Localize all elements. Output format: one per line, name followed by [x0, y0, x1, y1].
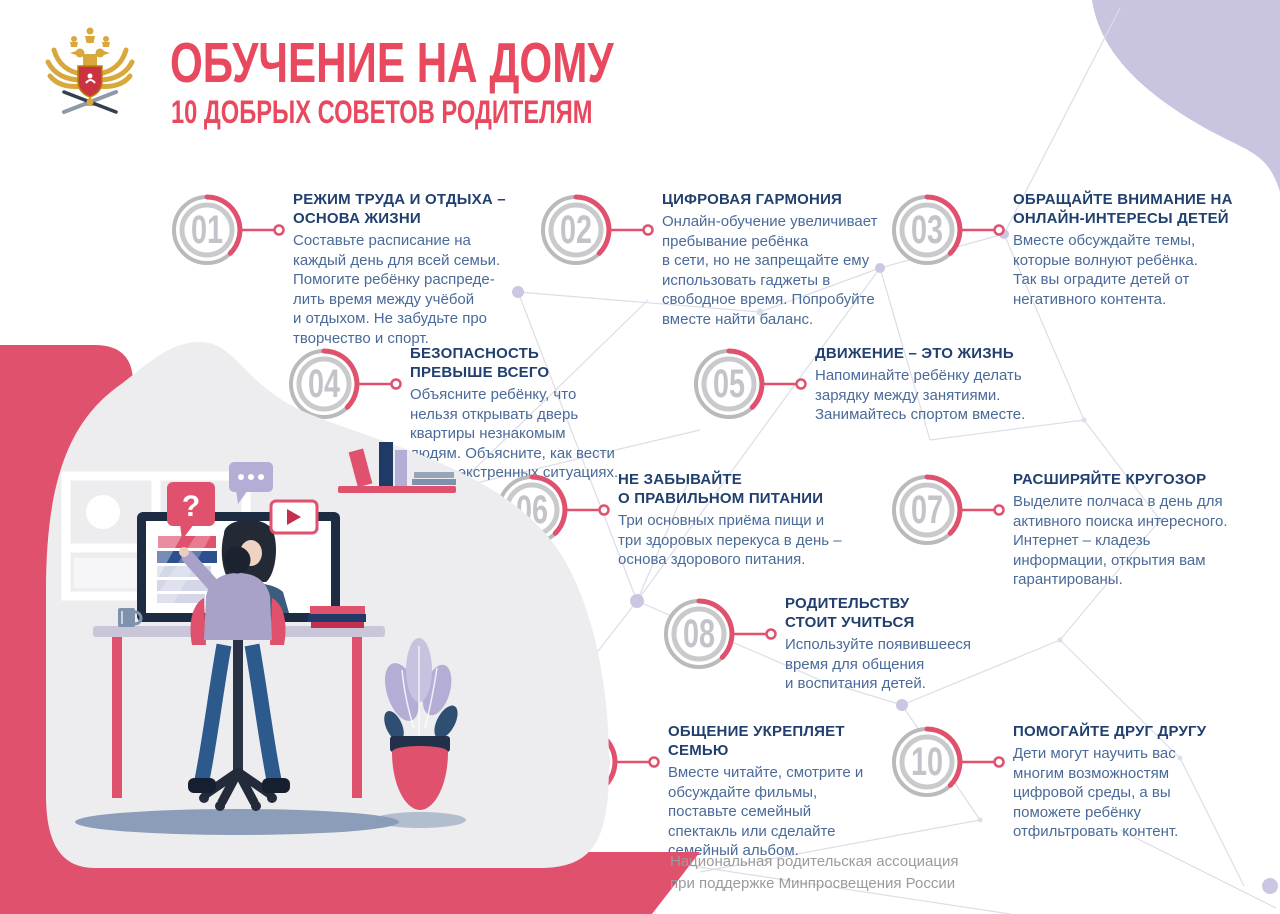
connector-dot — [390, 378, 402, 390]
progress-arc — [529, 474, 568, 536]
tip-01-title: РЕЖИМ ТРУДА И ОТДЫХА – ОСНОВА ЖИЗНИ — [293, 191, 506, 227]
tip-08-number: 08 — [682, 611, 716, 656]
connector-dot — [993, 504, 1005, 516]
progress-arc — [573, 194, 612, 256]
tip-08: 08 РОДИТЕЛЬСТВУ СТОИТ УЧИТЬСЯ Используйте… — [661, 594, 1035, 694]
tip-03-number: 03 — [910, 207, 944, 252]
tip-08-title: РОДИТЕЛЬСТВУ СТОИТ УЧИТЬСЯ — [785, 595, 915, 631]
mug — [118, 608, 143, 627]
tip-09-title: ОБЩЕНИЕ УКРЕПЛЯЕТ СЕМЬЮ — [668, 723, 845, 759]
tip-10-body: Дети могут научить вас многим возможност… — [1013, 745, 1179, 840]
tip-number-circle — [892, 726, 1005, 797]
connector-dot — [993, 756, 1005, 768]
corner-blob — [1092, 0, 1280, 192]
footer-line-1: Национальная родительская ассоциация — [670, 853, 959, 870]
child-legs — [188, 643, 290, 793]
tip-number-circle — [289, 348, 402, 419]
tip-07-body: Выделите полчаса в день для активного по… — [1013, 493, 1228, 588]
connector-dot — [795, 378, 807, 390]
tip-08-body: Используйте появившееся время для общени… — [785, 636, 972, 692]
ministry-emblem-icon — [45, 27, 135, 114]
tip-02-number: 02 — [559, 207, 593, 252]
tip-04-number: 04 — [307, 361, 341, 406]
tip-07-graphic: 07 — [889, 470, 1009, 550]
progress-arc — [924, 726, 963, 788]
progress-arc — [924, 194, 963, 256]
dots-bubble — [229, 462, 273, 504]
tip-number-circle — [664, 598, 777, 669]
tip-07: 07 РАСШИРЯЙТЕ КРУГОЗОР Выделите полчаса в… — [889, 470, 1263, 590]
tip-07-number: 07 — [910, 487, 944, 532]
connector-dot — [993, 224, 1005, 236]
page-subtitle: 10 ДОБРЫХ СОВЕТОВ РОДИТЕЛЯМ — [171, 94, 593, 130]
tip-01-number: 01 — [190, 207, 224, 252]
connector-dot — [642, 224, 654, 236]
chair-back-right — [270, 598, 286, 645]
tip-06-title: НЕ ЗАБЫВАЙТЕ О ПРАВИЛЬНОМ ПИТАНИИ — [618, 471, 824, 507]
screen-glare — [146, 521, 190, 600]
tip-05-number: 05 — [712, 361, 746, 406]
home-learning-illustration: ? — [0, 342, 700, 914]
tip-number-circle — [694, 348, 807, 419]
play-bubble — [269, 499, 319, 535]
footer-line-2: при поддержке Минпросвещения России — [670, 875, 956, 892]
tip-10-number: 10 — [910, 739, 944, 784]
progress-arc — [696, 598, 735, 660]
tip-04-title: БЕЗОПАСНОСТЬ ПРЕВЫШЕ ВСЕГО — [410, 345, 550, 381]
desk-leg — [352, 636, 362, 798]
question-bubble: ? — [167, 482, 215, 540]
bookshelf — [338, 442, 456, 493]
tip-01-graphic: 01 — [169, 190, 289, 270]
progress-arc — [726, 348, 765, 410]
network-lines — [454, 7, 1277, 914]
floor-shadow — [75, 809, 399, 835]
tip-02-title: ЦИФРОВАЯ ГАРМОНИЯ — [662, 191, 843, 208]
tip-02-graphic: 02 — [538, 190, 658, 270]
tip-05-title: ДВИЖЕНИЕ – ЭТО ЖИЗНЬ — [815, 345, 1014, 362]
tip-10-title: ПОМОГАЙТЕ ДРУГ ДРУГУ — [1013, 723, 1207, 740]
potted-plant — [374, 638, 466, 828]
connector-dot — [765, 628, 777, 640]
tip-09-body: Вместе читайте, смотрите и обсуждайте фи… — [668, 764, 864, 859]
tip-05-graphic: 05 — [691, 344, 811, 424]
tip-02: 02 ЦИФРОВАЯ ГАРМОНИЯ Онлайн-обучение увел… — [538, 190, 912, 329]
tip-number-circle — [172, 194, 285, 265]
tip-number-circle — [892, 194, 1005, 265]
tip-07-title: РАСШИРЯЙТЕ КРУГОЗОР — [1013, 471, 1207, 488]
tip-number-circle — [892, 474, 1005, 545]
connector-dot — [648, 756, 660, 768]
tip-05: 05 ДВИЖЕНИЕ – ЭТО ЖИЗНЬ Напоминайте ребён… — [691, 344, 1065, 425]
tip-03: 03 ОБРАЩАЙТЕ ВНИМАНИЕ НА ОНЛАЙН-ИНТЕРЕСЫ… — [889, 190, 1263, 309]
tip-03-title: ОБРАЩАЙТЕ ВНИМАНИЕ НА ОНЛАЙН-ИНТЕРЕСЫ ДЕ… — [1013, 191, 1233, 227]
office-chair — [199, 640, 277, 811]
tip-04-graphic: 04 — [286, 344, 406, 424]
chair-back-left — [190, 598, 206, 645]
progress-arc — [924, 474, 963, 536]
tip-10-graphic: 10 — [889, 722, 1009, 802]
tip-05-body: Напоминайте ребёнку делать зарядку между… — [815, 367, 1026, 423]
tip-01-body: Составьте расписание на каждый день для … — [293, 232, 501, 347]
progress-arc — [321, 348, 360, 410]
desk-leg — [112, 636, 122, 798]
tip-08-graphic: 08 — [661, 594, 781, 674]
tip-06-body: Три основных приёма пищи и три здоровых … — [618, 512, 842, 568]
tip-10: 10 ПОМОГАЙТЕ ДРУГ ДРУГУ Дети могут научит… — [889, 722, 1263, 842]
page-title: ОБУЧЕНИЕ НА ДОМУ — [170, 31, 614, 95]
footer-credit: Национальная родительская ассоциация при… — [670, 851, 958, 895]
connector-dot — [598, 504, 610, 516]
play-icon — [287, 509, 301, 525]
tip-number-circle — [541, 194, 654, 265]
tip-03-body: Вместе обсуждайте темы, которые волнуют … — [1013, 232, 1198, 308]
child-figure — [179, 546, 286, 645]
tip-02-body: Онлайн-обучение увеличивает пребывание р… — [662, 213, 878, 328]
connector-dot — [273, 224, 285, 236]
svg-text:?: ? — [182, 490, 200, 523]
screen-glare — [146, 521, 219, 613]
tip-03-graphic: 03 — [889, 190, 1009, 270]
tip-01: 01 РЕЖИМ ТРУДА И ОТДЫХА – ОСНОВА ЖИЗНИ Со… — [169, 190, 543, 348]
book-stack — [308, 606, 366, 628]
progress-arc — [204, 194, 243, 256]
